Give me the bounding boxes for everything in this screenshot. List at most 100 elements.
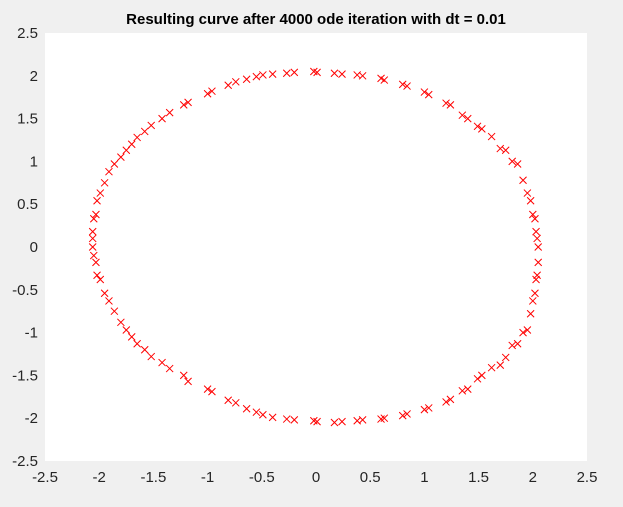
data-point <box>179 371 188 380</box>
data-point <box>420 88 429 96</box>
chart-title: Resulting curve after 4000 ode iteration… <box>126 11 506 28</box>
data-point <box>140 345 149 354</box>
data-point <box>117 153 125 161</box>
data-point <box>231 398 240 407</box>
y-axis-ticks: -2.5 -2 -1.5 -1 -0.5 0 0.5 1 1.5 2 2.5 <box>12 25 38 470</box>
data-point <box>96 189 105 197</box>
data-point <box>477 371 486 380</box>
data-point <box>501 146 510 155</box>
data-point <box>184 98 192 107</box>
y-tick-label: -0.5 <box>12 282 38 299</box>
data-point <box>242 75 251 84</box>
data-point <box>533 234 541 243</box>
data-point <box>208 387 216 396</box>
data-point <box>252 72 261 81</box>
y-tick-label: 2 <box>30 68 38 85</box>
data-point <box>398 80 407 89</box>
x-tick-label: 1 <box>420 469 428 486</box>
data-point <box>523 326 532 334</box>
data-point <box>165 108 174 117</box>
x-tick-label: -2 <box>93 469 106 486</box>
data-point <box>110 307 119 316</box>
data-point <box>89 214 98 223</box>
data-point <box>513 160 522 168</box>
data-point <box>105 297 113 305</box>
data-point <box>158 114 166 123</box>
data-point <box>242 404 251 413</box>
y-tick-label: 2.5 <box>17 25 38 42</box>
data-point <box>330 418 339 427</box>
data-point <box>473 122 482 131</box>
x-tick-label: -1 <box>201 469 214 486</box>
data-point <box>184 377 192 386</box>
data-point <box>158 358 166 367</box>
data-point <box>89 251 98 260</box>
y-tick-label: -1 <box>25 325 38 342</box>
data-point <box>532 227 540 236</box>
y-tick-label: 1.5 <box>17 111 38 128</box>
x-tick-label: 2 <box>529 469 537 486</box>
data-point <box>477 125 486 133</box>
data-point <box>92 258 100 267</box>
data-point <box>330 69 339 78</box>
data-point <box>420 405 429 414</box>
data-point <box>403 82 411 90</box>
y-tick-label: 0 <box>30 239 38 256</box>
data-point <box>487 132 496 141</box>
data-point <box>473 374 482 383</box>
data-point <box>133 339 141 348</box>
data-point <box>526 196 535 205</box>
data-point <box>458 386 467 395</box>
data-point <box>487 363 496 372</box>
data-point <box>268 70 277 78</box>
data-point <box>534 258 543 267</box>
data-point <box>96 275 105 284</box>
data-point <box>127 333 136 341</box>
data-point <box>519 328 527 337</box>
y-tick-label: -2.5 <box>12 453 38 470</box>
y-tick-label: -2 <box>25 410 38 427</box>
data-point <box>100 289 109 298</box>
data-point <box>338 417 346 426</box>
data-point <box>140 127 149 136</box>
data-point <box>353 71 362 79</box>
data-point <box>290 416 299 424</box>
data-point <box>501 353 510 362</box>
x-axis-ticks: -2.5 -2 -1.5 -1 -0.5 0 0.5 1 1.5 2 2.5 <box>32 469 597 486</box>
data-point <box>508 341 517 350</box>
data-point <box>122 146 131 155</box>
data-point <box>526 309 535 318</box>
x-tick-label: 2.5 <box>577 469 598 486</box>
data-point <box>358 416 367 424</box>
x-tick-label: -0.5 <box>249 469 275 486</box>
data-point <box>105 167 113 176</box>
data-point <box>463 114 472 123</box>
data-point <box>446 395 455 404</box>
data-point <box>533 271 541 280</box>
data-point <box>165 364 174 373</box>
data-point <box>147 352 156 361</box>
data-point <box>424 404 433 412</box>
data-point <box>519 176 527 185</box>
y-tick-label: 1 <box>30 153 38 170</box>
data-point <box>508 157 517 166</box>
data-point <box>100 178 109 187</box>
y-tick-label: 0.5 <box>17 196 38 213</box>
data-point <box>110 160 119 168</box>
x-tick-label: 0.5 <box>360 469 381 486</box>
x-tick-label: -1.5 <box>140 469 166 486</box>
data-point <box>463 385 472 393</box>
data-point <box>528 210 537 219</box>
data-point <box>179 101 188 109</box>
data-point <box>93 271 101 280</box>
data-point <box>88 227 97 236</box>
data-points <box>88 67 543 427</box>
data-point <box>203 89 212 98</box>
data-point <box>309 67 318 76</box>
data-point <box>252 408 261 417</box>
data-point <box>92 210 100 219</box>
data-point <box>442 398 450 406</box>
data-point <box>496 144 505 153</box>
plot-area <box>45 33 587 461</box>
